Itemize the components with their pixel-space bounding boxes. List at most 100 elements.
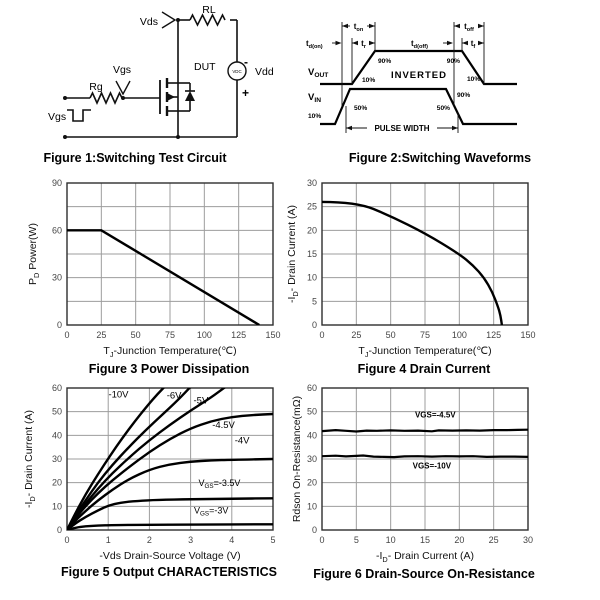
junction-dot — [176, 135, 180, 139]
x-tick-label: 100 — [197, 330, 212, 340]
figure-6-caption: Figure 6 Drain-Source On-Resistance — [313, 567, 535, 582]
figure-4-drain-current: 0 25 50 75 100 125 150 0 5 10 15 20 25 30 -ID- Drain … — [265, 172, 555, 376]
series-max-power-dissipation — [67, 229, 260, 325]
series-group — [322, 428, 528, 459]
y-tick-label: 0 — [312, 320, 317, 330]
x-tick-label: 50 — [131, 330, 141, 340]
y-tick-label: 10 — [307, 501, 317, 511]
x-tick-label: 0 — [64, 330, 69, 340]
series-group — [67, 388, 273, 530]
curve-label: -4.5V — [212, 420, 235, 431]
x-tick-label: 1 — [106, 535, 111, 545]
curve-label: -10V — [108, 389, 129, 400]
figure-6-y-axis-label: Rdson On-Resistance(mΩ) — [291, 395, 303, 523]
label-vout-fall-10: 10% — [467, 76, 480, 83]
series-vgs-minus-4v — [67, 457, 273, 530]
series-group — [322, 200, 504, 325]
dimension-arrowheads — [335, 23, 484, 131]
probes-and-source — [63, 11, 247, 139]
y-tick-label: 50 — [52, 407, 62, 417]
figure-3-plot: 0 25 50 75 100 125 150 0 30 60 90 — [52, 178, 281, 340]
figure-3-x-axis-label: TJ-Junction Temperature(℃) — [103, 345, 237, 360]
figure-2-switching-waveforms: ton tr td(on) toff tf td(off) VOUT VIN I… — [305, 2, 595, 165]
junction-dot — [63, 96, 67, 100]
series-vgs-minus-3.5v — [67, 497, 273, 530]
series-vgs-minus-4.5v — [67, 412, 273, 530]
plot-border — [321, 182, 529, 326]
label-vgs-probe: Vgs — [113, 64, 131, 76]
x-tick-label: 100 — [452, 330, 467, 340]
x-tick-label: 25 — [489, 535, 499, 545]
grid-lines — [67, 183, 273, 325]
label-t-off: toff — [464, 22, 474, 33]
x-tick-label: 50 — [386, 330, 396, 340]
label-vout: VOUT — [308, 67, 328, 79]
y-tick-label: 30 — [307, 178, 317, 188]
label-vgs-source: Vgs — [48, 111, 66, 123]
mosfet-symbol — [159, 78, 195, 116]
x-tick-label: 10 — [386, 535, 396, 545]
x-tick-label: 5 — [354, 535, 359, 545]
label-t-on: ton — [354, 22, 364, 33]
label-vin: VIN — [308, 92, 321, 104]
junction-dot — [63, 135, 67, 139]
curve-label: VGS=-10V — [413, 461, 452, 470]
y-tick-label: 20 — [307, 478, 317, 488]
series-rdson-vgs-minus-10v — [322, 454, 528, 459]
x-tick-label: 125 — [231, 330, 246, 340]
label-rl: RL — [202, 4, 216, 16]
circuit-wires — [65, 13, 238, 138]
label-vin-fall-50: 50% — [437, 105, 450, 112]
y-tick-label: 10 — [307, 273, 317, 283]
x-tick-label: 25 — [96, 330, 106, 340]
y-tick-label: 60 — [52, 225, 62, 235]
junction-dot — [121, 96, 125, 100]
y-tick-label: 15 — [307, 249, 317, 259]
label-t-d-off: td(off) — [411, 39, 428, 50]
y-tick-label: 0 — [57, 320, 62, 330]
waveform-traces — [320, 49, 517, 126]
resistor-rl — [189, 13, 226, 27]
figure-1-caption: Figure 1:Switching Test Circuit — [43, 151, 227, 165]
grid-lines — [322, 388, 528, 530]
figure-3-y-axis-label: PD Power(W) — [26, 223, 42, 285]
figure-2-caption: Figure 2:Switching Waveforms — [348, 151, 532, 165]
waveform-diagram: ton tr td(on) toff tf td(off) VOUT VIN I… — [306, 22, 517, 133]
figure-4-x-axis-label: TJ-Junction Temperature(℃) — [358, 345, 492, 360]
y-tick-label: 20 — [52, 478, 62, 488]
x-tick-label: 5 — [270, 535, 275, 545]
y-tick-label: 0 — [57, 525, 62, 535]
vin-waveform — [320, 87, 517, 126]
series-rdson-vgs-minus-4.5v — [322, 428, 528, 433]
y-tick-label: 10 — [52, 501, 62, 511]
x-tick-label: 20 — [454, 535, 464, 545]
figure-6-plot: 0 5 10 15 20 25 30 0 10 20 30 40 50 60 VGS=-4.5V VGS=-1… — [307, 383, 533, 545]
y-tick-label: 30 — [52, 454, 62, 464]
figure-4-caption: Figure 4 Drain Current — [357, 362, 491, 377]
y-tick-label: 30 — [307, 454, 317, 464]
x-tick-label: 4 — [229, 535, 234, 545]
pulse-waveform-glyph — [67, 109, 91, 122]
label-plus: + — [242, 86, 249, 100]
plot-border — [66, 182, 274, 326]
curve-label: VGS=-3.5V — [198, 478, 240, 490]
y-tick-label: 25 — [307, 202, 317, 212]
y-tick-label: 40 — [52, 430, 62, 440]
figure-1-switching-test-circuit: RL Vds DUT VDC Vdd - + Vgs Rg Vgs Figure… — [8, 2, 292, 165]
figure-5-output-characteristics: 0 1 2 3 4 5 0 10 20 30 40 50 60 -10V -6V -5V -4.5V -4V VGS… — [10, 377, 300, 579]
figure-6-drain-source-on-resistance: 0 5 10 15 20 25 30 0 10 20 30 40 50 60 VGS=-4.5V VGS=-1… — [265, 377, 555, 581]
label-vin-rise-50: 50% — [354, 105, 367, 112]
label-pulse-width: PULSE WIDTH — [374, 124, 429, 133]
y-tick-label: 50 — [307, 407, 317, 417]
x-tick-label: 15 — [420, 535, 430, 545]
x-tick-label: 125 — [486, 330, 501, 340]
figure-5-x-axis-label: -Vds Drain-Source Voltage (V) — [99, 550, 241, 562]
y-tick-label: 90 — [52, 178, 62, 188]
x-tick-label: 75 — [420, 330, 430, 340]
label-minus: - — [244, 55, 248, 69]
x-tick-label: 3 — [188, 535, 193, 545]
junction-dot — [176, 18, 180, 22]
figure-4-y-axis-label: -ID- Drain Current (A) — [285, 204, 301, 304]
label-vdd: Vdd — [255, 66, 274, 78]
figure-3-caption: Figure 3 Power Dissipation — [88, 362, 250, 377]
